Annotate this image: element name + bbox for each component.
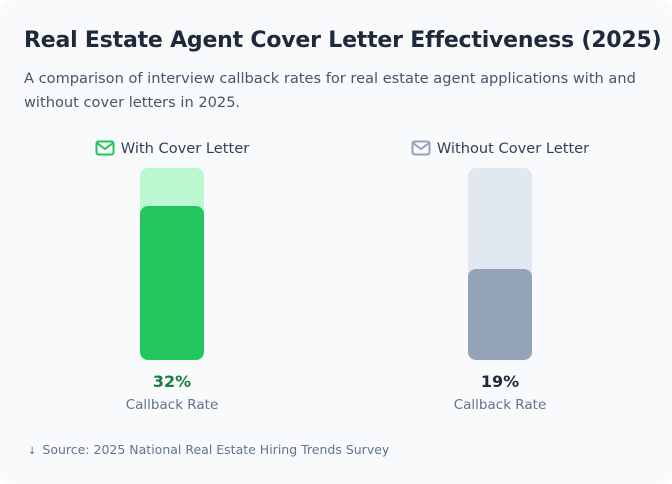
legend-label: Without Cover Letter	[436, 139, 590, 157]
value-label: 19%	[480, 372, 520, 391]
bar-track	[468, 168, 532, 360]
source-text: Source: 2025 National Real Estate Hiring…	[42, 442, 390, 457]
chart-title: Real Estate Agent Cover Letter Effective…	[24, 28, 662, 53]
chart-subtitle: A comparison of interview callback rates…	[24, 70, 636, 111]
bar-without-cover-letter	[468, 268, 532, 360]
callback-rate-label: Callback Rate	[125, 397, 219, 413]
envelope-icon	[411, 140, 431, 156]
callback-rate-label: Callback Rate	[453, 397, 547, 413]
arrow-down-icon: ↓	[28, 446, 37, 457]
legend-without: Without Cover Letter	[350, 138, 650, 158]
legend-label: With Cover Letter	[120, 139, 250, 157]
envelope-icon	[95, 140, 115, 156]
source-note: ↓ Source: 2025 National Real Estate Hirin…	[28, 442, 389, 457]
legend-with: With Cover Letter	[22, 138, 322, 158]
bar-with-cover-letter	[140, 206, 204, 360]
bar-group-without: Without Cover Letter 19% Callback Rate	[350, 138, 650, 413]
bar-group-with: With Cover Letter 32% Callback Rate	[22, 138, 322, 413]
bar-track	[140, 168, 204, 360]
value-label: 32%	[152, 372, 192, 391]
